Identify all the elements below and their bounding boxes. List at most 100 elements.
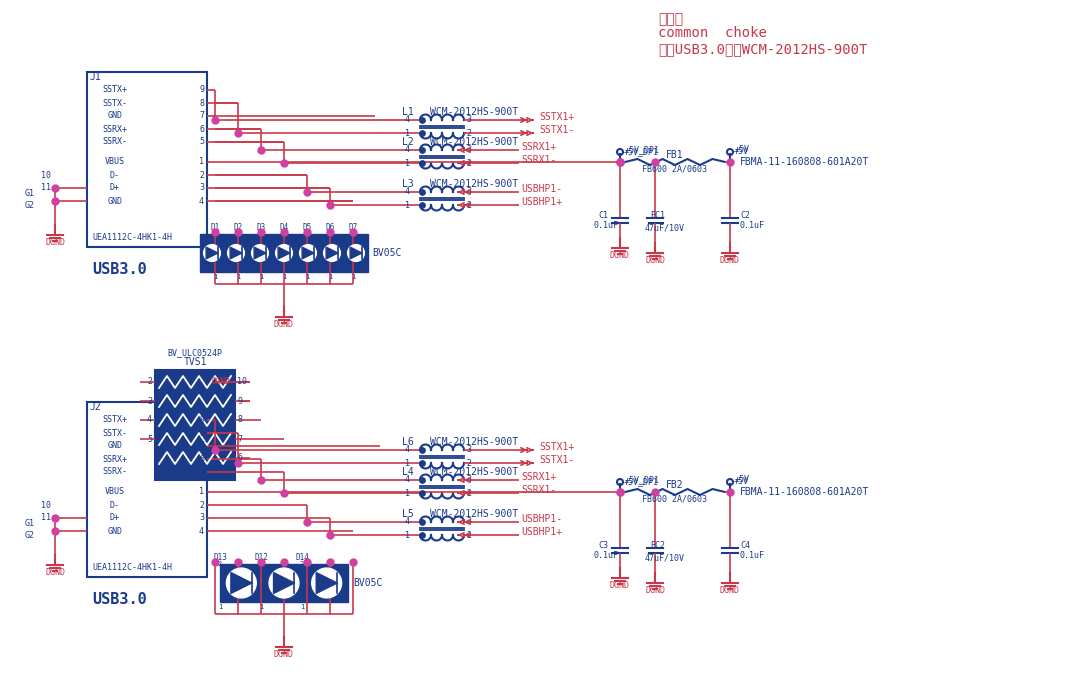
Text: 备注：: 备注： (658, 12, 684, 26)
Text: WCM-2012HS-900T: WCM-2012HS-900T (430, 467, 518, 477)
Text: USBHP1-: USBHP1- (521, 514, 562, 524)
Text: DGND: DGND (45, 238, 65, 247)
Text: 10: 10 (41, 170, 51, 180)
Text: SSTX+: SSTX+ (103, 86, 127, 95)
Text: L2: L2 (402, 137, 414, 147)
Text: 2: 2 (218, 561, 222, 567)
Text: DGND: DGND (212, 377, 230, 387)
Text: G1: G1 (25, 520, 35, 528)
Text: UEA1112C-4HK1-4H: UEA1112C-4HK1-4H (92, 232, 172, 242)
Point (646, 486, 663, 497)
Text: J1: J1 (89, 72, 100, 82)
Polygon shape (279, 247, 289, 259)
Text: 2: 2 (300, 561, 305, 567)
Text: GND: GND (108, 112, 122, 121)
Text: SSTX1-: SSTX1- (539, 125, 575, 135)
Text: DGND: DGND (610, 251, 630, 260)
Point (298, 187, 315, 197)
Text: 0.1uF: 0.1uF (740, 550, 765, 560)
Point (414, 127, 431, 138)
Text: J2: J2 (89, 402, 100, 412)
Text: WCM-2012HS-900T: WCM-2012HS-900T (430, 107, 518, 117)
Text: D7: D7 (349, 223, 357, 232)
Point (298, 227, 315, 238)
Text: FB2: FB2 (666, 480, 684, 490)
Text: 1: 1 (328, 274, 333, 280)
Text: D3: D3 (256, 223, 266, 232)
Text: VBUS: VBUS (105, 157, 125, 166)
Text: 5: 5 (199, 138, 204, 146)
Text: 0.1uF: 0.1uF (593, 552, 618, 560)
Point (611, 486, 629, 497)
Bar (87, 402, 207, 577)
Polygon shape (326, 247, 338, 259)
Text: 1: 1 (405, 530, 410, 539)
Text: 6: 6 (199, 125, 204, 133)
Text: 2: 2 (282, 231, 286, 237)
Text: DGND: DGND (720, 256, 740, 265)
Text: FBMA-11-160808-601A20T: FBMA-11-160808-601A20T (740, 157, 869, 167)
Text: EC2: EC2 (650, 541, 665, 550)
Text: +5V_DP1: +5V_DP1 (625, 475, 660, 484)
Text: 5: 5 (199, 467, 204, 477)
Point (414, 114, 431, 125)
Point (229, 127, 246, 138)
Text: 1: 1 (282, 274, 286, 280)
Point (46, 183, 64, 193)
Text: 2: 2 (465, 530, 471, 539)
Point (275, 556, 293, 567)
Point (646, 157, 663, 168)
Circle shape (275, 244, 293, 262)
Text: D1: D1 (211, 223, 219, 232)
Text: +5V_DP1: +5V_DP1 (624, 477, 659, 486)
Text: FBMA-11-160808-601A20T: FBMA-11-160808-601A20T (740, 487, 869, 497)
Text: 9: 9 (237, 396, 242, 405)
Text: SSRX+: SSRX+ (103, 454, 127, 464)
Text: WCM-2012HS-900T: WCM-2012HS-900T (430, 137, 518, 147)
Circle shape (299, 244, 316, 262)
Point (46, 195, 64, 206)
Text: +5V: +5V (734, 477, 750, 486)
Point (414, 187, 431, 197)
Text: 11: 11 (41, 513, 51, 522)
Point (611, 157, 629, 168)
Text: SSRX1+: SSRX1+ (521, 142, 556, 152)
Text: 1: 1 (259, 274, 264, 280)
Text: 6: 6 (237, 454, 242, 462)
Text: DGND: DGND (274, 320, 294, 329)
Text: USBHP1+: USBHP1+ (521, 527, 562, 537)
Text: 4: 4 (405, 445, 410, 454)
Point (322, 556, 339, 567)
Text: G2: G2 (25, 531, 35, 541)
Text: C4: C4 (740, 541, 750, 550)
Point (206, 556, 224, 567)
Text: BV05C: BV05C (372, 248, 402, 258)
Point (345, 227, 362, 238)
Text: 1: 1 (351, 274, 355, 280)
Text: D6: D6 (325, 223, 335, 232)
Point (229, 227, 246, 238)
Text: 47uF/10V: 47uF/10V (645, 223, 685, 232)
Point (253, 144, 270, 155)
Text: 6: 6 (199, 454, 204, 464)
Point (721, 486, 739, 497)
Text: 1: 1 (199, 157, 204, 166)
Text: D14: D14 (295, 554, 309, 563)
Circle shape (252, 244, 269, 262)
Text: 2: 2 (199, 170, 204, 180)
Text: DGND: DGND (720, 586, 740, 595)
Point (275, 157, 293, 168)
Text: L4: L4 (402, 467, 414, 477)
Text: 2: 2 (235, 231, 240, 237)
Point (414, 445, 431, 456)
Text: 3: 3 (199, 183, 204, 193)
Text: G2: G2 (25, 202, 35, 210)
Point (414, 517, 431, 528)
Text: WCM-2012HS-900T: WCM-2012HS-900T (430, 509, 518, 519)
Text: 1: 1 (259, 604, 264, 610)
Text: VBUS: VBUS (105, 488, 125, 496)
Text: D4: D4 (280, 223, 288, 232)
Text: 47uF/10V: 47uF/10V (645, 554, 685, 563)
Text: DGND: DGND (645, 586, 665, 595)
Text: BV05C: BV05C (353, 578, 382, 588)
